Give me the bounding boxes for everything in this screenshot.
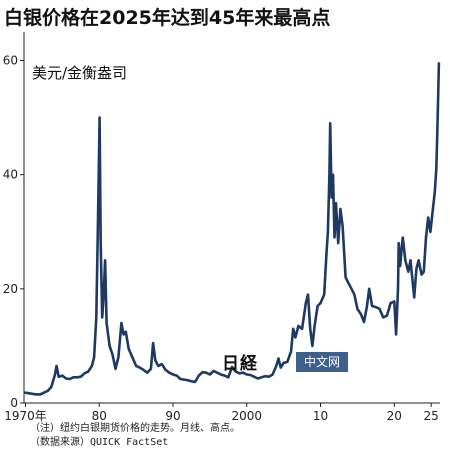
x-tick-label: 1970年 [4, 409, 47, 423]
y-tick-label: 20 [3, 282, 18, 296]
nikkei-watermark: 日経 中文网 [222, 352, 348, 374]
x-tick-label: 90 [165, 409, 180, 423]
y-tick-label: 40 [3, 168, 18, 182]
silver-price-line [24, 62, 441, 396]
x-tick-label: 25 [424, 409, 439, 423]
watermark-logo-text: 日経 [222, 353, 258, 374]
watermark-badge-text: 中文网 [304, 354, 340, 369]
x-tick-label: 2000 [231, 409, 262, 423]
x-tick-label: 10 [313, 409, 328, 423]
x-tick-label: 80 [92, 409, 107, 423]
footnote-description: （注）纽约白银期货价格的走势。月线、高点。 [30, 421, 240, 434]
chart-title: 白银价格在2025年达到45年来最高点 [4, 6, 330, 29]
y-unit-label: 美元/金衡盎司 [32, 64, 127, 82]
y-axis-ticks: 0 20 40 60 [3, 54, 24, 410]
watermark-badge [296, 352, 348, 372]
y-tick-label: 60 [3, 54, 18, 68]
x-tick-label: 20 [387, 409, 402, 423]
y-tick-label: 0 [10, 396, 18, 410]
x-axis-ticks: 1970年 80 90 2000 10 20 25 [4, 403, 439, 423]
footnote-source: （数据来源）QUICK FactSet [30, 435, 168, 448]
